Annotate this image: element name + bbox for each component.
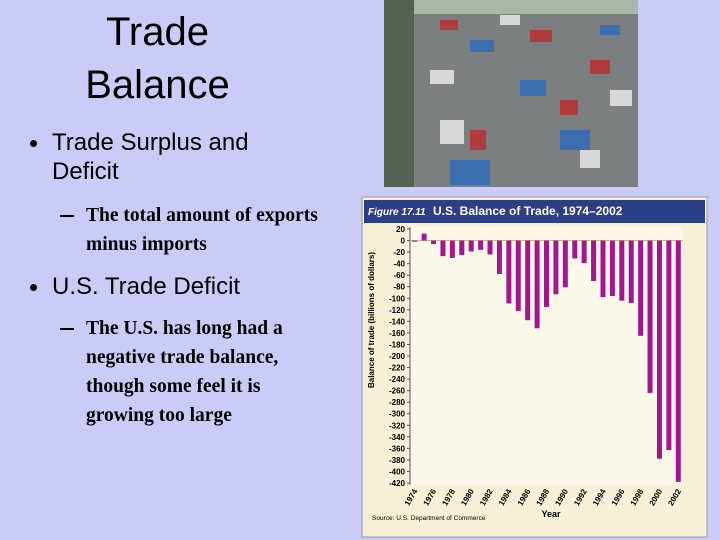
bar bbox=[515, 240, 521, 311]
bar bbox=[553, 240, 559, 295]
photo bbox=[384, 0, 638, 187]
bar bbox=[506, 240, 512, 304]
bar bbox=[544, 240, 549, 307]
slide-title: Trade Balance bbox=[85, 10, 230, 107]
y-tick-label: -360 bbox=[389, 444, 406, 453]
y-tick-label: -340 bbox=[389, 433, 406, 442]
y-tick-label: -120 bbox=[389, 306, 406, 315]
y-tick-label: -160 bbox=[389, 329, 406, 338]
bar bbox=[440, 240, 446, 257]
x-axis-label: Year bbox=[541, 509, 561, 519]
figure-label: Figure 17.11 bbox=[368, 207, 426, 218]
y-tick-label: -260 bbox=[389, 387, 406, 396]
bullet: U.S. Trade Deficit bbox=[52, 273, 241, 300]
y-tick-label: -100 bbox=[389, 294, 406, 303]
y-tick-label: -60 bbox=[393, 271, 405, 280]
chart-header bbox=[364, 200, 705, 223]
bar bbox=[496, 240, 502, 275]
bar bbox=[647, 240, 653, 393]
y-tick-label: -40 bbox=[393, 260, 405, 269]
sub-dash bbox=[60, 215, 74, 217]
bar bbox=[468, 240, 474, 252]
y-axis-label: Balance of trade (billions of dollars) bbox=[367, 252, 376, 388]
bullet-dot bbox=[30, 284, 37, 291]
bar bbox=[534, 240, 540, 329]
bar bbox=[478, 240, 484, 250]
bar bbox=[638, 240, 644, 336]
y-tick-label: -280 bbox=[389, 398, 406, 407]
y-tick-label: 0 bbox=[401, 237, 406, 246]
bar bbox=[619, 240, 625, 301]
y-tick-label: -320 bbox=[389, 421, 406, 430]
bar bbox=[449, 240, 455, 258]
bar bbox=[525, 240, 531, 321]
y-tick-label: -200 bbox=[389, 352, 406, 361]
bar bbox=[656, 240, 662, 459]
bar bbox=[572, 240, 578, 259]
bar bbox=[421, 233, 427, 241]
sub-dash bbox=[60, 328, 74, 330]
bar bbox=[431, 240, 437, 245]
bullet-dot bbox=[30, 140, 37, 147]
y-tick-label: -220 bbox=[389, 364, 406, 373]
bar bbox=[459, 240, 465, 255]
bar bbox=[628, 240, 634, 303]
bar bbox=[487, 240, 493, 255]
y-tick-label: -380 bbox=[389, 456, 406, 465]
bar bbox=[562, 240, 568, 288]
y-tick-label: -20 bbox=[393, 248, 405, 257]
y-tick-label: 20 bbox=[396, 225, 405, 234]
sub-bullet: The total amount of exports minus import… bbox=[86, 205, 318, 255]
bar bbox=[609, 240, 615, 296]
y-tick-label: -420 bbox=[389, 479, 406, 488]
y-tick-label: -240 bbox=[389, 375, 406, 384]
bar bbox=[591, 240, 597, 281]
sub-bullet: The U.S. has long had a negative trade b… bbox=[86, 318, 283, 426]
bar bbox=[581, 240, 587, 264]
y-tick-label: -180 bbox=[389, 340, 406, 349]
source: Source: U.S. Department of Commerce bbox=[372, 515, 486, 522]
bullet: Trade Surplus and Deficit bbox=[52, 129, 249, 185]
y-tick-label: -80 bbox=[393, 283, 405, 292]
bar bbox=[666, 240, 672, 451]
bar bbox=[412, 240, 418, 242]
chart-title: U.S. Balance of Trade, 1974–2002 bbox=[433, 204, 623, 218]
y-tick-label: -400 bbox=[389, 467, 406, 476]
bar bbox=[600, 240, 606, 298]
bar bbox=[675, 240, 681, 482]
y-tick-label: -300 bbox=[389, 410, 406, 419]
y-tick-label: -140 bbox=[389, 317, 406, 326]
